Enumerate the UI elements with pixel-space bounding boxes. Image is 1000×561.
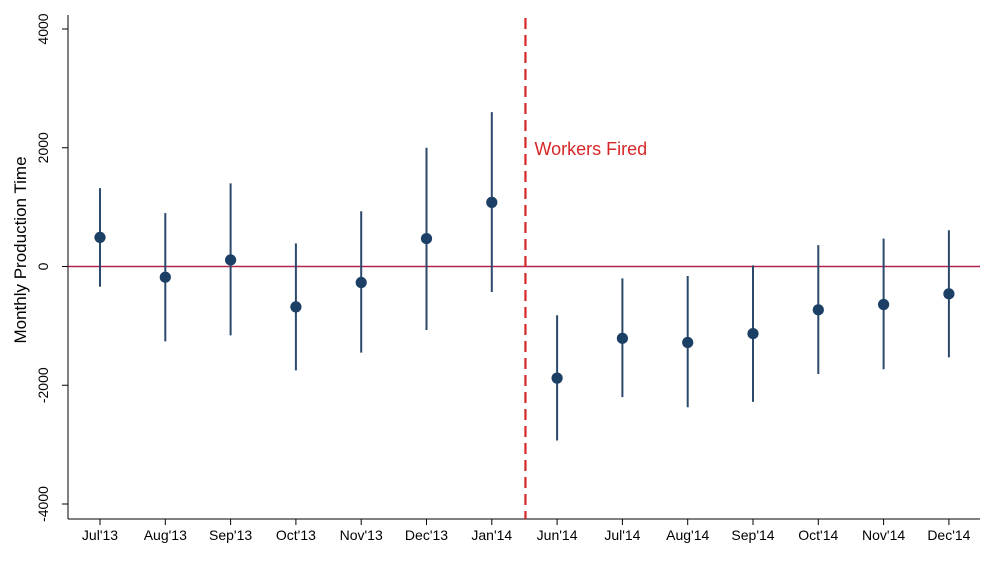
x-tick-label: Dec'13 (405, 527, 448, 543)
y-tick-label: 2000 (35, 132, 51, 163)
data-marks (94, 112, 955, 441)
estimate-point (159, 271, 171, 283)
estimate-point (225, 254, 237, 266)
x-tick-label: Jul'14 (604, 527, 640, 543)
x-tick-label: Aug'13 (144, 527, 187, 543)
x-axis: Jul'13 Aug'13 Sep'13 Oct'13 Nov'13 Dec'13 Jan'… (68, 518, 980, 543)
y-tick-label: 0 (35, 262, 51, 270)
y-axis: 4000 2000 0 -2000 -4000 (35, 13, 69, 522)
y-axis-label: Monthly Production Time (11, 156, 30, 343)
estimate-point (551, 372, 563, 384)
estimate-point (420, 232, 433, 245)
x-tick-label: Aug'14 (666, 527, 709, 543)
x-tick-label: Jan'14 (471, 527, 512, 543)
estimate-point (355, 276, 367, 289)
x-tick-label: Jul'13 (82, 527, 118, 543)
estimate-point (682, 336, 694, 349)
x-tick-label: Oct'14 (798, 527, 838, 543)
x-tick-label: Jun'14 (537, 527, 578, 543)
y-tick-label: 4000 (35, 13, 51, 44)
x-tick-label: Oct'13 (276, 527, 316, 543)
estimate-point (747, 327, 759, 340)
estimate-point (812, 304, 824, 316)
x-tick-label: Nov'14 (862, 527, 905, 543)
estimate-point (290, 301, 302, 313)
x-tick-label: Sep'13 (209, 527, 252, 543)
x-tick-label: Sep'14 (731, 527, 774, 543)
x-tick-label: Dec'14 (927, 527, 970, 543)
workers-fired-annotation: Workers Fired (534, 139, 647, 159)
estimate-point (943, 288, 955, 300)
estimate-point (616, 332, 629, 344)
y-tick-label: -4000 (35, 486, 51, 522)
estimate-point (878, 298, 890, 311)
estimate-point (94, 231, 106, 244)
x-tick-label: Nov'13 (340, 527, 383, 543)
y-tick-label: -2000 (35, 367, 51, 403)
estimate-point (486, 196, 498, 208)
